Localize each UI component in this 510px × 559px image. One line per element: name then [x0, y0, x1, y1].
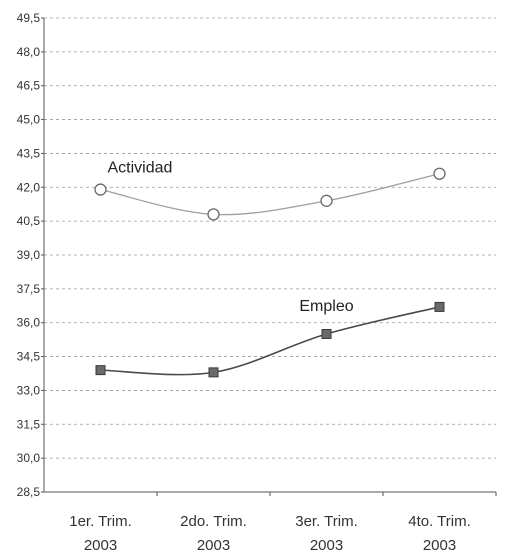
- data-point-actividad: [207, 208, 220, 221]
- y-tick-label: 45,0: [17, 113, 41, 127]
- x-tick-label: 4to. Trim.: [408, 513, 471, 530]
- y-tick-labels: 28,5 30,0 31,5 33,0 34,5 36,0 37,5 39,0 40,5 42,0…: [17, 11, 41, 499]
- data-point-empleo: [434, 301, 445, 312]
- data-point-actividad: [433, 167, 446, 180]
- y-tick-label: 37,5: [17, 282, 41, 296]
- data-point-empleo: [95, 365, 106, 376]
- series-line-actividad: [100, 173, 440, 216]
- y-tick-label: 33,0: [17, 383, 41, 397]
- y-tick-label: 49,5: [17, 11, 41, 25]
- series-layer: [94, 167, 446, 378]
- y-tick-label: 43,5: [17, 146, 41, 160]
- y-tick-label: 42,0: [17, 180, 41, 194]
- y-tick-label: 31,5: [17, 417, 41, 431]
- x-tick-label: 2003: [310, 537, 343, 554]
- series-label-actividad: Actividad: [108, 160, 173, 177]
- y-tick-label: 39,0: [17, 248, 41, 262]
- x-tick-labels: 1er. Trim. 2003 2do. Trim. 2003 3er. Trim. 20…: [69, 513, 471, 554]
- x-tick-label: 2003: [197, 537, 230, 554]
- y-tick-label: 36,0: [17, 316, 41, 330]
- x-tick-label: 3er. Trim.: [295, 513, 358, 530]
- x-tick-label: 2003: [423, 537, 456, 554]
- data-point-actividad: [94, 183, 107, 196]
- y-tick-label: 40,5: [17, 214, 41, 228]
- series-label-empleo: Empleo: [299, 298, 353, 315]
- series-line-empleo: [100, 306, 440, 376]
- x-tick-label: 2do. Trim.: [180, 513, 247, 530]
- data-point-empleo: [321, 329, 332, 339]
- y-tick-label: 30,0: [17, 451, 41, 465]
- axis-layer: [41, 17, 497, 496]
- y-tick-label: 34,5: [17, 350, 41, 364]
- series-labels: Actividad Empleo: [108, 160, 354, 315]
- x-tick-label: 1er. Trim.: [69, 513, 132, 530]
- data-point-actividad: [320, 194, 333, 207]
- y-tick-label: 48,0: [17, 45, 41, 59]
- data-point-empleo: [208, 367, 219, 378]
- x-tick-label: 2003: [84, 537, 117, 554]
- grid-layer: [44, 17, 496, 459]
- y-tick-label: 28,5: [17, 485, 41, 499]
- y-tick-label: 46,5: [17, 79, 41, 93]
